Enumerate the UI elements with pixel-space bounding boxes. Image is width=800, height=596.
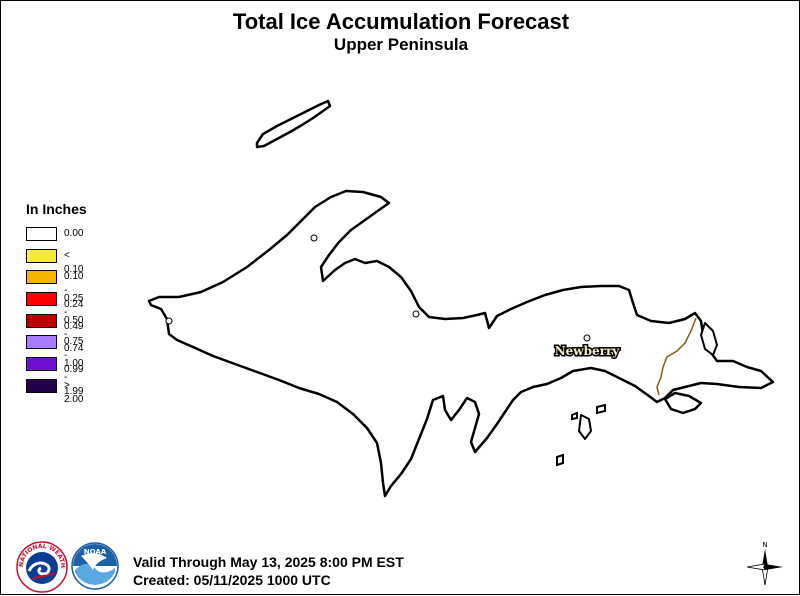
noaa-logo: NOAA	[71, 542, 119, 590]
small-island-2	[596, 403, 606, 415]
legend-swatch	[26, 335, 57, 350]
legend-label: 0.10 - 0.24	[64, 271, 84, 311]
county-boundary	[656, 317, 697, 396]
created-text: Created: 05/11/2025 1000 UTC	[133, 572, 331, 588]
legend-item: 0.10 - 0.24	[26, 270, 87, 310]
sugar-island	[700, 322, 718, 356]
isle-royale-outline	[255, 99, 332, 149]
legend-swatch	[26, 227, 57, 241]
small-island-3	[571, 411, 578, 421]
legend-label: 0.50 - 0.74	[64, 314, 84, 354]
beaver-island	[578, 414, 592, 440]
legend-label: > 2.00	[64, 379, 84, 405]
legend-swatch	[26, 378, 57, 393]
marker-keweenaw	[310, 234, 318, 242]
legend-label: 0.25 - 0.49	[64, 293, 84, 333]
legend-item: 0.25 - 0.49	[26, 292, 87, 332]
svg-text:N: N	[762, 541, 767, 549]
marker-marquette	[412, 310, 420, 318]
legend-item: 0.50 - 0.74	[26, 313, 87, 354]
legend-label: 1.00 - 1.99	[64, 358, 84, 398]
legend-swatch	[26, 292, 57, 307]
les-cheneaux-islands	[663, 391, 703, 415]
nws-logo: NATIONAL WEATHER SERVICE	[15, 541, 68, 593]
marker-newberry	[583, 334, 591, 342]
legend-item: < 0.10	[26, 248, 87, 275]
page-subtitle: Upper Peninsula	[333, 35, 469, 54]
legend-swatch	[26, 248, 57, 263]
legend-item: 0.75 - 0.99	[26, 335, 87, 375]
legend-swatch	[26, 270, 57, 285]
legend-swatch	[26, 313, 57, 328]
legend-label: 0.75 - 0.99	[64, 336, 84, 376]
valid-through-text: Valid Through May 13, 2025 8:00 PM EST	[133, 554, 404, 570]
marker-ontonagon	[165, 317, 173, 325]
svg-text:NOAA: NOAA	[84, 548, 107, 556]
legend-swatch	[26, 357, 57, 372]
footer-text: Valid Through May 13, 2025 8:00 PM EST C…	[133, 553, 404, 589]
city-label-newberry: Newberry	[555, 344, 621, 358]
legend: In Inches 0.00 < 0.10 0.10 - 0.24 0.25 -…	[26, 201, 87, 405]
legend-item: 1.00 - 1.99	[26, 357, 87, 397]
legend-item: 0.00	[26, 227, 87, 249]
page-title: Total Ice Accumulation Forecast	[232, 9, 570, 34]
compass-rose-icon: N	[746, 541, 783, 586]
legend-title: In Inches	[26, 201, 87, 217]
legend-item: > 2.00	[26, 378, 87, 405]
upper-peninsula-outline	[147, 189, 775, 498]
small-island-1	[556, 453, 564, 467]
legend-label: < 0.10	[64, 249, 84, 275]
legend-label: 0.00	[64, 228, 84, 239]
city-label-newberry-halo: Newberry	[555, 344, 621, 358]
